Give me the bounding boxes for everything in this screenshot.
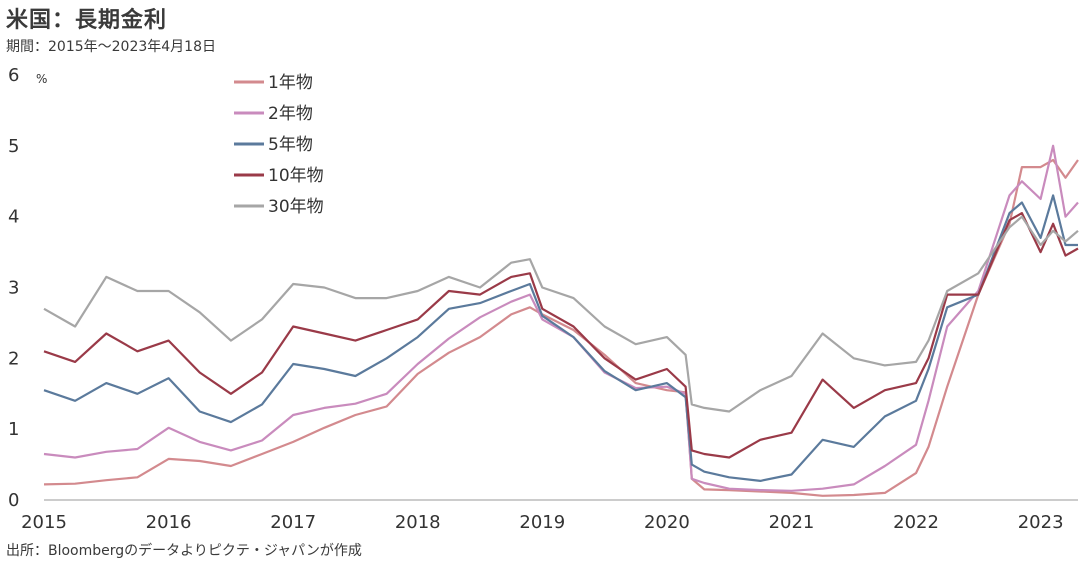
legend-label: 10年物 [268, 166, 324, 186]
chart-legend: 1年物 2年物 5年物 10年物 30年物 [234, 73, 324, 217]
x-tick-label: 2016 [146, 512, 192, 533]
series-line-4 [43, 212, 1079, 459]
chart-source: 出所：Bloombergのデータよりピクテ・ジャパンが作成 [6, 543, 362, 559]
x-tick-label: 2022 [893, 512, 939, 533]
chart-title: 米国：長期金利 [6, 8, 168, 33]
y-tick-label: 1 [8, 419, 19, 440]
y-tick-label: 0 [8, 490, 19, 511]
y-tick-label: 4 [8, 207, 19, 228]
y-tick-label: 3 [8, 278, 19, 299]
legend-label: 30年物 [268, 197, 324, 217]
x-tick-label: 2023 [1018, 512, 1064, 533]
x-tick-label: 2017 [270, 512, 316, 533]
y-tick-label: 5 [8, 136, 19, 157]
x-tick-label: 2019 [519, 512, 565, 533]
y-tick-label: 2 [8, 348, 19, 369]
legend-label: 1年物 [268, 73, 313, 93]
series-line-1 [43, 158, 1079, 497]
chart-axes: 0 1 2 3 4 5 6 % 2015 2016 2017 2018 2019 2020 2021 2022… [8, 65, 1078, 533]
x-tick-label: 2018 [395, 512, 441, 533]
chart-subtitle: 期間：2015年～2023年4月18日 [6, 39, 216, 55]
series-line-3 [43, 194, 1078, 482]
chart-series [43, 144, 1079, 497]
legend-label: 5年物 [268, 135, 313, 155]
legend-label: 2年物 [268, 104, 313, 124]
x-tick-label: 2015 [21, 512, 67, 533]
series-line-2 [43, 144, 1079, 492]
x-tick-label: 2020 [644, 512, 690, 533]
x-tick-label: 2021 [769, 512, 815, 533]
y-tick-label: 6 [8, 65, 19, 86]
y-axis-unit: % [36, 72, 47, 86]
series-line-5 [43, 215, 1079, 413]
